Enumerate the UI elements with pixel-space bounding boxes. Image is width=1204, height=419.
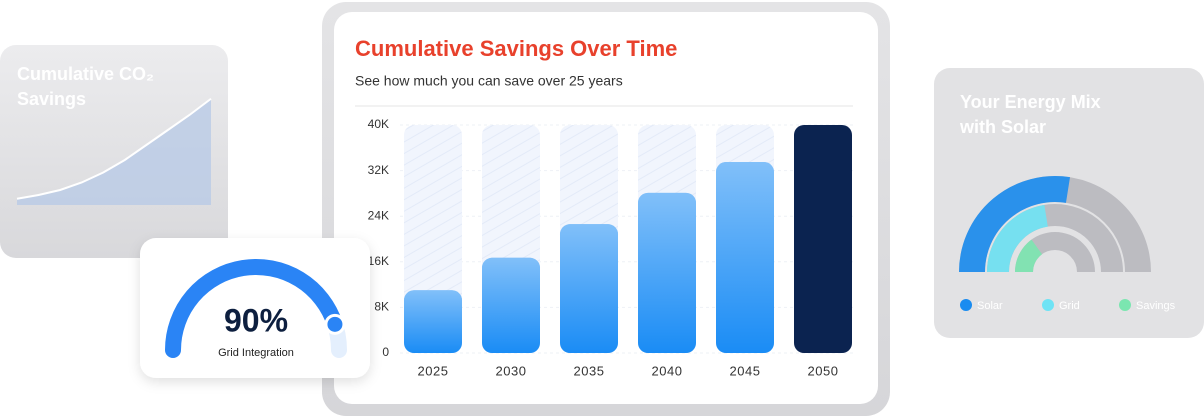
y-tick-label: 40K — [368, 117, 389, 131]
y-tick-label: 24K — [368, 208, 389, 222]
bar-track — [404, 125, 462, 353]
ring-segment — [987, 204, 1049, 273]
bar — [794, 125, 852, 353]
card-frame — [322, 2, 890, 416]
co2-title: Cumulative CO₂ Savings — [17, 64, 155, 109]
gauge-track — [165, 259, 347, 358]
y-tick-label: 8K — [374, 300, 389, 314]
area-line — [16, 97, 212, 200]
gauge-arc — [165, 259, 343, 358]
legend-label: Solar — [977, 300, 1003, 312]
card-bg — [334, 12, 878, 404]
ring-track — [959, 176, 1151, 273]
x-tick-label: 2050 — [808, 363, 839, 378]
y-tick-label: 32K — [368, 163, 389, 177]
x-tick-label: 2045 — [730, 363, 761, 378]
ring-segment — [1015, 239, 1043, 273]
mix-title: Your Energy Mix with Solar — [960, 92, 1101, 137]
y-tick-label: 16K — [368, 254, 389, 268]
legend-swatch — [1042, 299, 1054, 311]
bar — [404, 290, 462, 353]
ring-segment — [959, 176, 1071, 273]
x-tick-label: 2025 — [418, 363, 449, 378]
legend-label: Grid — [1059, 300, 1080, 312]
gauge-knob — [324, 313, 346, 335]
area — [17, 98, 211, 205]
bar — [638, 192, 696, 353]
chart-title: Cumulative Savings Over Time — [355, 36, 677, 61]
bar-sheen — [482, 257, 540, 353]
bar-sheen — [560, 224, 618, 353]
chart-subtitle: See how much you can save over 25 years — [355, 73, 623, 89]
bar-sheen — [716, 162, 774, 353]
legend-label: Savings — [1136, 300, 1176, 312]
gauge-label: Grid Integration — [218, 347, 294, 359]
legend-swatch — [960, 299, 972, 311]
x-tick-label: 2035 — [574, 363, 605, 378]
bar-track — [560, 125, 618, 353]
card-bg — [0, 45, 228, 258]
ring-track — [987, 204, 1123, 273]
legend-swatch — [1119, 299, 1131, 311]
bar-sheen — [404, 290, 462, 353]
card-bg — [140, 238, 370, 378]
bar-track — [482, 125, 540, 353]
x-tick-label: 2040 — [652, 363, 683, 378]
bar-track — [716, 125, 774, 353]
card-bg — [934, 68, 1204, 338]
gauge-value: 90% — [224, 302, 288, 338]
ring-track — [1015, 232, 1095, 273]
bar-sheen — [638, 192, 696, 353]
bar — [482, 257, 540, 353]
y-tick-label: 0 — [382, 345, 389, 359]
bar — [716, 162, 774, 353]
bar-track — [638, 125, 696, 353]
x-tick-label: 2030 — [496, 363, 527, 378]
bar-track — [794, 125, 852, 353]
bar — [560, 224, 618, 353]
